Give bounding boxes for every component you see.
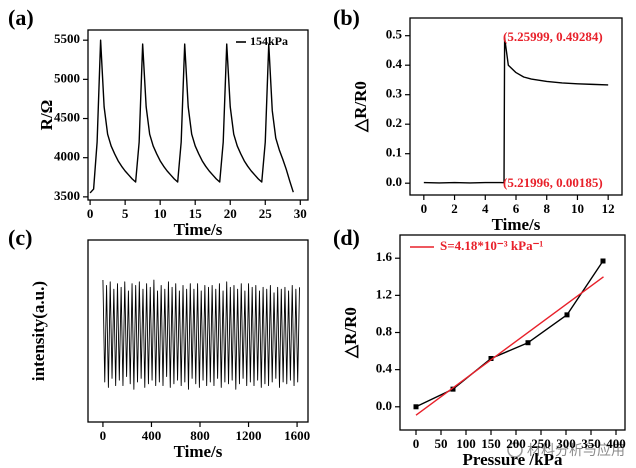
panel-label: (c) [8,225,32,250]
y-tick-label: 0.5 [386,27,403,42]
x-tick-label: 5 [122,206,129,221]
y-tick-label: 0.0 [386,174,402,189]
x-tick-label: 100 [456,436,476,451]
x-tick-label: 6 [513,201,520,216]
y-tick-label: 0.0 [376,398,392,413]
y-axis-title: R/Ω [37,100,56,131]
y-tick-label: 1.2 [376,286,392,301]
x-tick-label: 50 [435,436,448,451]
y-tick-label: 3500 [54,188,80,203]
panel-label: (b) [333,5,360,30]
y-tick-label: 1.6 [376,249,393,264]
plot-frame [87,29,309,201]
annotation: (5.21996, 0.00185) [503,175,603,190]
y-axis-title: △R/R0 [351,81,370,133]
x-tick-label: 300 [556,436,576,451]
y-tick-label: 4000 [54,149,80,164]
watermark: 材料分析与应用 [527,442,625,459]
x-tick-label: 1600 [284,428,310,443]
x-tick-label: 800 [190,428,210,443]
x-tick-label: 12 [602,201,615,216]
y-axis-title: △R/R0 [341,307,360,359]
x-axis-title: Time/s [174,220,223,239]
x-tick-label: 20 [224,206,237,221]
y-tick-label: 0.4 [386,56,403,71]
annotation: (5.25999, 0.49284) [503,29,603,44]
legend-label: 154kPa [250,34,288,48]
x-tick-label: 25 [259,206,273,221]
x-tick-label: 0 [87,206,94,221]
x-tick-label: 400 [606,436,626,451]
y-tick-label: 0.3 [386,86,403,101]
x-tick-label: 150 [481,436,501,451]
x-tick-label: 10 [154,206,167,221]
y-tick-label: 0.2 [386,115,402,130]
legend-label: S=4.18*10⁻³ kPa⁻¹ [440,238,543,253]
y-tick-label: 0.8 [376,323,393,338]
y-tick-label: 5000 [54,70,80,85]
x-axis-title: Time/s [492,215,541,234]
x-tick-label: 350 [581,436,601,451]
y-axis-title: intensity(a.u.) [29,281,48,381]
x-tick-label: 0 [413,436,420,451]
x-tick-label: 4 [482,201,489,216]
x-tick-label: 30 [294,206,307,221]
panel-label: (d) [333,225,360,250]
x-tick-label: 0 [421,201,428,216]
x-tick-label: 10 [571,201,584,216]
x-tick-label: 200 [506,436,526,451]
x-tick-label: 1200 [236,428,262,443]
data-marker [488,356,494,361]
data-line [102,279,300,390]
x-tick-label: 250 [531,436,551,451]
data-marker [564,312,570,318]
x-tick-label: 0 [100,428,107,443]
data-marker [450,386,456,392]
data-line [415,276,604,416]
data-line [89,39,294,194]
x-axis-title: Time/s [174,442,223,461]
y-tick-label: 4500 [54,110,80,125]
panel-label: (a) [8,5,34,30]
x-axis-title: Pressure /kPa [463,450,563,468]
x-tick-label: 2 [451,201,458,216]
x-tick-label: 15 [189,206,203,221]
y-tick-label: 0.4 [376,361,393,376]
y-tick-label: 5500 [54,31,80,46]
data-marker [413,404,419,410]
y-tick-label: 0.1 [386,145,402,160]
plot-frame [87,239,309,423]
watermark-icon [507,442,523,458]
data-marker [525,340,531,346]
x-tick-label: 8 [543,201,550,216]
data-line [423,37,609,184]
data-marker [600,258,606,264]
x-tick-label: 400 [142,428,162,443]
